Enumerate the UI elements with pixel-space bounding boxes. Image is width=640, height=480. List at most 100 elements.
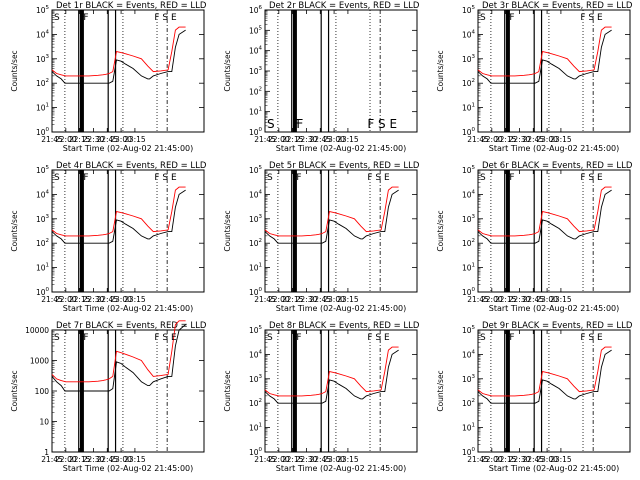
panel-title: Det 1r BLACK = Events, RED = LLD: [56, 1, 207, 11]
y-tick-label: 10000: [25, 326, 49, 335]
lld-series-line: [51, 320, 186, 383]
flag-label-f: F: [506, 13, 511, 23]
x-tick-label: 22:30: [509, 455, 531, 464]
x-axis-label: Start Time (02-Aug-02 21:45:00): [489, 464, 620, 473]
x-tick-label: 23:00: [110, 455, 132, 464]
x-tick-label: 23:15: [124, 295, 146, 304]
events-series-line: [51, 189, 186, 244]
y-tick-label: 103: [249, 374, 263, 384]
x-tick-label: 21:45: [467, 135, 489, 144]
x-tick-label: 22:30: [296, 455, 318, 464]
flag-label-f2: F: [296, 117, 303, 131]
y-tick-label: 103: [249, 66, 263, 76]
y-tick-label: 104: [249, 349, 263, 359]
y-tick-label: 101: [36, 263, 49, 273]
y-tick-label: 105: [462, 5, 476, 15]
plot-frame: [477, 9, 631, 133]
x-axis-label: Start Time (02-Aug-02 21:45:00): [489, 144, 620, 153]
y-tick-label: 102: [249, 86, 262, 96]
x-tick-label: 22:15: [69, 295, 91, 304]
x-tick-label: 22:00: [55, 455, 77, 464]
flag-label-f2: F: [83, 13, 88, 23]
y-tick-label: 103: [249, 214, 263, 224]
flag-label-f: F: [506, 173, 511, 183]
panel-det-7: Det 7r BLACK = Events, RED = LLD21:4522:…: [10, 320, 207, 473]
panel-det-5: Det 5r BLACK = Events, RED = LLD21:4522:…: [223, 161, 420, 313]
y-axis-label: Counts/sec: [436, 370, 445, 411]
x-tick-label: 22:45: [96, 295, 118, 304]
panel-title: Det 9r BLACK = Events, RED = LLD: [482, 321, 633, 331]
x-axis-label: Start Time (02-Aug-02 21:45:00): [489, 304, 620, 313]
x-tick-label: 22:15: [495, 455, 517, 464]
flag-label-fse: F S E: [154, 173, 177, 183]
y-tick-label: 101: [249, 263, 262, 273]
x-axis-label: Start Time (02-Aug-02 21:45:00): [63, 304, 194, 313]
y-tick-label: 10: [39, 418, 49, 427]
events-series-line: [477, 349, 612, 404]
y-axis-label: Counts/sec: [436, 50, 445, 91]
y-tick-label: 103: [462, 374, 476, 384]
events-series-line: [264, 349, 399, 404]
y-tick-label: 102: [36, 238, 49, 248]
x-tick-label: 22:45: [522, 295, 544, 304]
x-tick-label: 23:00: [536, 455, 558, 464]
flag-label-s: S: [267, 333, 273, 343]
x-tick-label: 22:15: [495, 135, 517, 144]
events-series-line: [51, 324, 186, 392]
y-tick-label: 104: [36, 189, 50, 199]
y-axis-label: Counts/sec: [223, 370, 232, 411]
lld-series-line: [51, 26, 186, 77]
y-tick-label: 1: [44, 448, 49, 457]
y-tick-label: 101: [249, 107, 262, 117]
panel-det-4: Det 4r BLACK = Events, RED = LLD21:4522:…: [10, 161, 207, 313]
x-tick-label: 22:15: [282, 135, 304, 144]
x-tick-label: 22:45: [522, 455, 544, 464]
events-series-line: [264, 189, 399, 244]
y-axis-label: Counts/sec: [223, 210, 232, 251]
x-tick-label: 21:45: [41, 295, 63, 304]
x-tick-label: 23:00: [110, 135, 132, 144]
x-tick-label: 23:15: [550, 455, 572, 464]
x-axis-label: Start Time (02-Aug-02 21:45:00): [276, 144, 407, 153]
x-tick-label: 23:00: [110, 295, 132, 304]
flag-label-fse: F S E: [580, 333, 603, 343]
plot-frame: [51, 9, 205, 133]
panel-title: Det 8r BLACK = Events, RED = LLD: [269, 321, 420, 331]
y-tick-label: 102: [462, 78, 475, 88]
flag-label-f2: F: [509, 173, 514, 183]
x-tick-label: 21:45: [467, 455, 489, 464]
panel-title: Det 2r BLACK = Events, RED = LLD: [269, 1, 420, 11]
flag-label-s: S: [54, 333, 60, 343]
x-tick-label: 21:45: [254, 455, 276, 464]
y-tick-label: 102: [36, 78, 49, 88]
flag-label-s: S: [480, 13, 486, 23]
x-tick-label: 23:15: [337, 455, 359, 464]
x-tick-label: 23:00: [323, 135, 345, 144]
flag-label-f: F: [293, 333, 298, 343]
y-tick-label: 101: [249, 423, 262, 433]
y-tick-label: 100: [462, 287, 476, 297]
x-tick-label: 22:00: [268, 135, 290, 144]
flag-label-fse: F S E: [154, 13, 177, 23]
flag-label-f2: F: [296, 333, 301, 343]
events-series-line: [477, 29, 612, 84]
plot-frame: [477, 169, 631, 293]
panel-title: Det 3r BLACK = Events, RED = LLD: [482, 1, 633, 11]
flag-label-s: S: [54, 173, 60, 183]
y-tick-label: 100: [462, 127, 476, 137]
panel-det-3: Det 3r BLACK = Events, RED = LLD 21:45 22:…: [436, 1, 633, 153]
y-tick-label: 105: [249, 325, 263, 335]
panel-det-2: Det 2r BLACK = Events, RED = LLD21:4522:…: [223, 1, 420, 153]
y-tick-label: 103: [36, 214, 50, 224]
y-tick-label: 104: [462, 349, 476, 359]
x-axis-label: Start Time (02-Aug-02 21:45:00): [63, 144, 194, 153]
x-tick-label: 23:15: [337, 135, 359, 144]
x-tick-label: 22:00: [268, 455, 290, 464]
y-tick-label: 105: [36, 165, 50, 175]
panel-det-6: Det 6r BLACK = Events, RED = LLD21:4522:…: [436, 161, 633, 313]
y-tick-label: 104: [462, 189, 476, 199]
x-tick-label: 22:00: [55, 295, 77, 304]
panel-title: Det 7r BLACK = Events, RED = LLD: [56, 321, 207, 331]
x-axis-label: Start Time (02-Aug-02 21:45:00): [276, 464, 407, 473]
